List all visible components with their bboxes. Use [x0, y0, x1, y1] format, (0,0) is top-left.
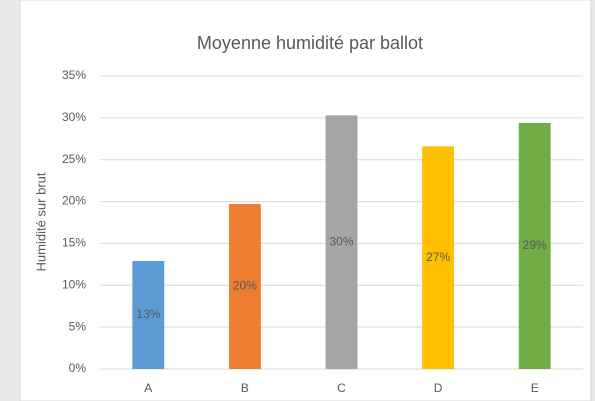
bar [518, 122, 551, 369]
data-label: 27% [426, 250, 450, 264]
data-label: 29% [523, 238, 547, 252]
data-label: 13% [136, 307, 160, 321]
bar [325, 115, 358, 370]
y-axis-label: Humidité sur brut [33, 172, 48, 271]
y-tick-label: 15% [62, 236, 86, 250]
y-tick-label: 5% [69, 319, 87, 333]
x-tick-label: D [434, 381, 443, 395]
x-tick-label: C [337, 381, 346, 395]
x-tick-label: A [144, 381, 152, 395]
y-tick-label: 0% [69, 361, 87, 375]
chart-title: Moyenne humidité par ballot [197, 33, 423, 53]
y-tick-label: 20% [62, 194, 86, 208]
x-tick-label: B [241, 381, 249, 395]
data-label: 20% [233, 279, 257, 293]
y-tick-label: 25% [62, 152, 86, 166]
y-tick-label: 30% [62, 110, 86, 124]
bar [132, 261, 165, 369]
y-tick-label: 35% [62, 68, 86, 82]
bar [422, 146, 455, 369]
bar [228, 204, 261, 369]
data-label: 30% [329, 234, 353, 248]
x-tick-label: E [531, 381, 539, 395]
chart-area [19, 0, 592, 401]
y-tick-label: 10% [62, 277, 86, 291]
